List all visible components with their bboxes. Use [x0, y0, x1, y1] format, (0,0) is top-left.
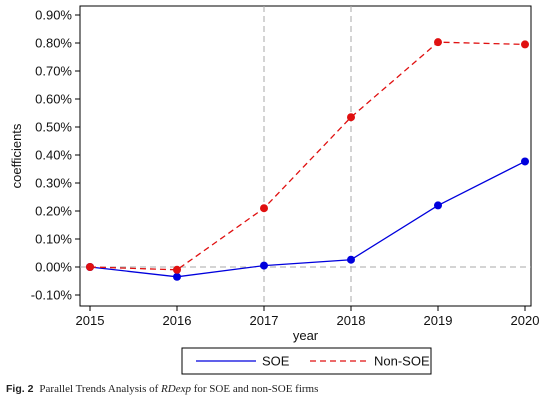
- chart: -0.10% 0.00% 0.10% 0.20% 0.30% 0.40% 0.50% 0.60…: [9, 5, 540, 375]
- y-axis-title: coefficients: [9, 123, 24, 188]
- figure-label: Fig. 2: [6, 383, 34, 395]
- y-tick-label: 0.20%: [35, 204, 72, 219]
- x-axis: 2015 2016 2017 2018 2019 2020: [76, 306, 540, 328]
- data-point: [434, 38, 442, 47]
- y-tick-label: 0.10%: [35, 232, 72, 247]
- data-point: [173, 272, 181, 281]
- x-tick-label: 2018: [337, 313, 366, 328]
- data-point: [260, 204, 268, 213]
- x-tick-label: 2017: [250, 313, 279, 328]
- y-tick-label: 0.50%: [35, 120, 72, 135]
- series-soe: [86, 157, 529, 281]
- data-point: [347, 255, 355, 264]
- data-point: [521, 40, 529, 49]
- series-line: [89, 41, 526, 271]
- y-tick-label: 0.60%: [35, 92, 72, 107]
- x-tick-label: 2015: [76, 313, 105, 328]
- data-point: [434, 201, 442, 210]
- x-axis-title: year: [293, 328, 319, 343]
- data-point: [347, 113, 355, 122]
- data-point: [260, 261, 268, 270]
- caption-text-before: Parallel Trends Analysis of: [39, 383, 162, 395]
- y-tick-label: 0.40%: [35, 148, 72, 163]
- data-point: [521, 157, 529, 166]
- x-tick-label: 2016: [163, 313, 192, 328]
- y-tick-label: 0.80%: [35, 36, 72, 51]
- y-axis: -0.10% 0.00% 0.10% 0.20% 0.30% 0.40% 0.50% 0.60…: [31, 8, 80, 303]
- y-tick-label: 0.70%: [35, 64, 72, 79]
- series-layer: [86, 38, 529, 281]
- x-tick-label: 2019: [424, 313, 453, 328]
- data-point: [173, 265, 181, 274]
- y-tick-label: 0.90%: [35, 8, 72, 23]
- legend: SOE Non-SOE: [181, 347, 432, 375]
- reference-lines: [80, 6, 531, 306]
- legend-label: SOE: [262, 354, 290, 369]
- plot-frame: [79, 5, 532, 307]
- legend-label: Non-SOE: [374, 354, 430, 369]
- data-point: [86, 263, 94, 271]
- series-non-soe: [86, 38, 529, 274]
- x-tick-label: 2020: [511, 313, 540, 328]
- y-tick-label: 0.00%: [35, 260, 72, 275]
- y-tick-label: 0.30%: [35, 176, 72, 191]
- caption-text-italic: RDexp: [161, 383, 191, 395]
- y-tick-label: -0.10%: [31, 288, 73, 303]
- legend-box: [181, 347, 432, 375]
- caption-text-after: for SOE and non-SOE firms: [190, 383, 319, 395]
- figure-caption: Fig. 2 Parallel Trends Analysis of RDexp …: [6, 383, 546, 395]
- series-line: [89, 160, 526, 278]
